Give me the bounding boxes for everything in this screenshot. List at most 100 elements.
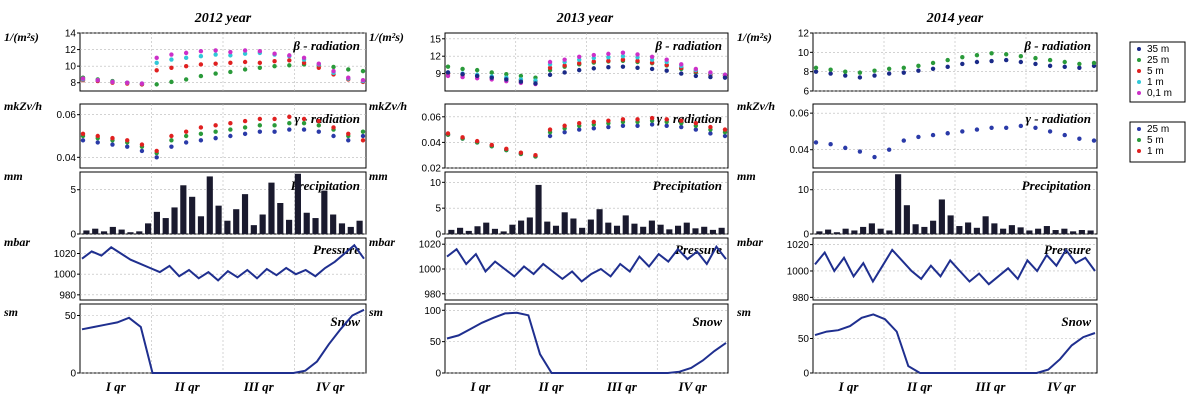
- snow-tick-label: 50: [798, 334, 810, 345]
- gamma-point: [664, 123, 669, 128]
- gamma-tick-label: 0.02: [422, 164, 442, 175]
- beta-tick-label: 8: [70, 78, 76, 89]
- beta-point: [198, 62, 204, 67]
- precipitation-bar: [491, 228, 499, 234]
- beta-point: [287, 63, 292, 68]
- precipitation-bar: [1008, 225, 1015, 234]
- precipitation-bar: [483, 222, 490, 234]
- snow-line: [81, 308, 365, 374]
- beta-point: [80, 76, 86, 81]
- gamma-point: [154, 148, 159, 154]
- gamma-point: [125, 144, 130, 149]
- gamma-point: [1077, 136, 1082, 141]
- snow-tick-label: 0: [803, 369, 809, 380]
- precipitation-bar: [457, 227, 464, 234]
- beta-point: [577, 60, 582, 66]
- beta-point: [213, 48, 218, 53]
- beta-tick-label: 12: [798, 29, 810, 40]
- gamma-point: [139, 148, 145, 154]
- gamma-point: [960, 129, 965, 134]
- gamma-label: γ - radiation: [1026, 111, 1091, 126]
- beta-point: [974, 59, 980, 65]
- beta-point: [228, 69, 233, 75]
- snow-label: Snow: [692, 314, 722, 329]
- pressure-line: [446, 244, 727, 283]
- gamma-tick-label: 0.06: [422, 112, 442, 123]
- precipitation-bar: [648, 220, 655, 234]
- gamma-point: [518, 150, 524, 155]
- gamma-point: [577, 127, 582, 132]
- beta-point: [183, 50, 189, 56]
- precipitation-bar: [640, 226, 647, 234]
- precipitation-bar: [982, 216, 989, 234]
- beta-point: [620, 50, 626, 55]
- gamma-point: [989, 125, 994, 130]
- legend-entry: 35 m: [1147, 44, 1169, 55]
- beta-label: β - radiation: [1023, 38, 1091, 53]
- beta-point: [533, 81, 538, 86]
- precipitation-bar: [605, 222, 612, 234]
- precipitation-bar: [825, 229, 832, 234]
- beta-point: [989, 51, 994, 56]
- precipitation-bar: [1000, 228, 1007, 234]
- beta-point: [139, 81, 145, 86]
- beta-point: [828, 67, 833, 72]
- pressure-tick-label: 1000: [419, 265, 442, 276]
- gamma-point: [301, 127, 307, 132]
- beta-point: [547, 72, 553, 77]
- precipitation-bar: [259, 214, 266, 234]
- beta-point: [183, 63, 189, 69]
- gamma-point: [95, 140, 100, 145]
- precipitation-bar: [561, 212, 568, 234]
- legend-entry: 0,1 m: [1147, 88, 1172, 99]
- x-category-label: I qr: [105, 379, 127, 394]
- beta-tick-label: 14: [65, 29, 77, 40]
- gamma-point: [272, 129, 277, 134]
- gamma-point: [228, 133, 233, 139]
- precipitation-bar: [127, 232, 134, 234]
- gamma-point: [606, 118, 611, 123]
- beta-point: [693, 66, 699, 72]
- gamma-point: [242, 125, 248, 130]
- beta-tick-label: 8: [803, 67, 809, 78]
- gamma-point: [213, 135, 218, 141]
- gamma-point: [843, 145, 848, 151]
- precipitation-bar: [718, 227, 725, 234]
- beta-point: [518, 79, 524, 84]
- precipitation-bar: [596, 209, 603, 234]
- precipitation-bar: [303, 212, 310, 234]
- gamma-point: [272, 116, 277, 122]
- precipitation-bar: [189, 196, 196, 234]
- beta-point: [183, 77, 189, 82]
- precipitation-tick-label: 10: [430, 178, 442, 189]
- snow-tick-label: 0: [435, 369, 441, 380]
- gamma-tick-label: 0.04: [57, 153, 77, 164]
- precipitation-bar: [692, 228, 699, 234]
- precipitation-tick-label: 10: [798, 185, 810, 196]
- beta-tick-label: 12: [430, 52, 442, 63]
- precipitation-bar: [448, 229, 455, 234]
- snow-line: [446, 311, 727, 374]
- precipitation-bar: [277, 203, 284, 234]
- beta-point: [843, 73, 848, 78]
- precipitation-bar: [587, 219, 594, 234]
- gamma-point: [360, 129, 366, 134]
- precipitation-bar: [526, 217, 533, 234]
- snow-tick-label: 0: [70, 369, 76, 380]
- beta-point: [489, 70, 494, 75]
- snow-tick-label: 50: [430, 337, 442, 348]
- precipitation-bar: [877, 228, 884, 234]
- beta-point: [591, 59, 596, 64]
- beta-point: [242, 48, 248, 53]
- gamma-point: [445, 131, 451, 136]
- beta-point: [649, 66, 655, 72]
- gamma-point: [813, 140, 819, 145]
- gamma-point: [316, 129, 321, 134]
- precipitation-bar: [833, 232, 840, 234]
- gamma-point: [1062, 132, 1067, 138]
- beta-point: [664, 57, 669, 62]
- beta-point: [257, 65, 263, 71]
- beta-point: [679, 71, 684, 76]
- gamma-point: [287, 114, 292, 120]
- beta-point: [154, 60, 159, 66]
